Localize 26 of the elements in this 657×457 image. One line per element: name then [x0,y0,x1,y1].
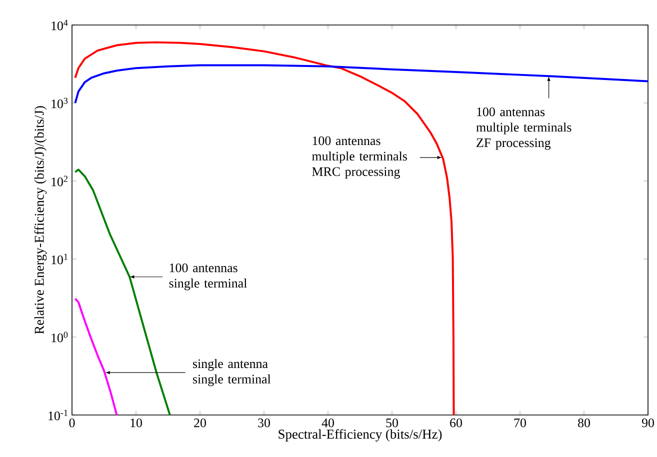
y-tick-label: 10$^{4}$ [52,20,68,30]
y-tick-label: 10$^{3}$ [52,98,68,108]
x-tick-label: 0 [69,418,75,428]
annotation: 100 antennas single terminal [169,263,247,290]
line-series [74,41,455,415]
y-tick-label: 10$^{1}$ [52,254,68,264]
x-tick-label: 80 [578,418,590,428]
y-tick-label: 10$^{0}$ [52,332,68,342]
y-axis-title: Relative Energy-Efficiency (bits/J)/(bits/J) [34,106,47,334]
y-tick-label: 10$^{-1}$ [48,410,68,420]
x-tick-label: 40 [322,418,334,428]
x-tick-label: 90 [642,418,654,428]
annotation: 100 antennas multiple terminals MRC processing [312,136,407,179]
line-series [74,168,171,415]
x-tick-label: 20 [194,418,206,428]
x-tick-label: 70 [514,418,526,428]
annotation: 100 antennas multiple terminals ZF processing [476,107,572,150]
x-tick-label: 30 [258,418,270,428]
x-axis-title: Spectral-Efficiency (bits/s/Hz) [278,429,442,442]
line-series [74,298,118,415]
y-tick-label: 10$^{2}$ [52,176,68,186]
x-tick-label: 60 [450,418,462,428]
line-series [74,64,648,104]
x-tick-label: 10 [130,418,142,428]
annotation: single antenna single terminal [193,358,271,386]
x-tick-label: 50 [386,418,398,428]
